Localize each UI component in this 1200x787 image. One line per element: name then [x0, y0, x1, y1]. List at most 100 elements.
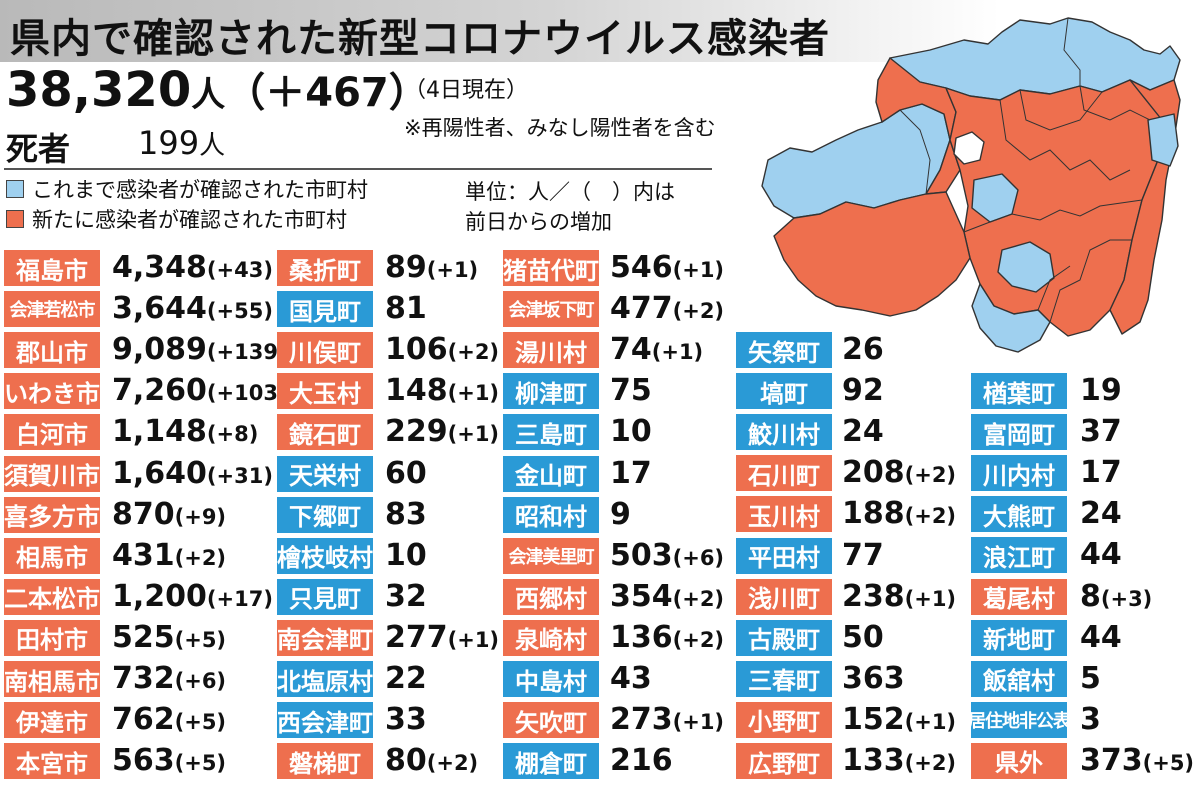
case-count: 106(+2)	[385, 332, 499, 368]
case-number: 363	[842, 660, 905, 696]
municipality-name: 金山町	[503, 455, 599, 492]
case-delta: (+139)	[206, 340, 288, 365]
municipality-name: 鮫川村	[736, 414, 832, 451]
case-count: 525(+5)	[112, 620, 226, 656]
total-cases: 38,320人（＋467）	[6, 66, 429, 114]
municipality-name: 須賀川市	[4, 455, 100, 492]
case-delta: (+8)	[206, 422, 259, 447]
municipality-name: 天栄村	[277, 455, 373, 492]
page-title: 県内で確認された新型コロナウイルス感染者	[10, 16, 830, 62]
case-delta: (+1)	[672, 258, 725, 282]
municipality-name: 三島町	[503, 414, 599, 451]
unit-note-line1: 単位：人／（ ）内は	[465, 180, 675, 204]
case-number: 133	[842, 743, 905, 778]
municipality-name: 国見町	[277, 291, 373, 328]
case-count: 1,640(+31)	[112, 456, 273, 492]
case-count: 373(+5)	[1080, 743, 1194, 779]
case-count: 75	[610, 373, 652, 409]
case-number: 33	[385, 702, 427, 738]
municipality-name: 川内村	[971, 455, 1067, 492]
case-number: 19	[1080, 373, 1122, 408]
map-region-blue-coast	[1147, 113, 1179, 167]
municipality-name: 相馬市	[4, 537, 100, 574]
case-delta: (+2)	[174, 545, 227, 570]
case-count: 4,348(+43)	[112, 250, 273, 286]
municipality-name: 中島村	[503, 661, 599, 697]
case-delta: (+5)	[174, 710, 227, 735]
case-delta: (+1)	[904, 586, 957, 611]
case-number: 229	[385, 414, 448, 450]
case-count: 363	[842, 661, 905, 697]
divider	[4, 168, 712, 170]
case-delta: (+2)	[672, 627, 725, 652]
case-count: 26	[842, 332, 884, 368]
municipality-name: 大玉村	[277, 373, 373, 410]
case-number: 1,640	[112, 455, 207, 491]
municipality-name: 県外	[971, 742, 1067, 779]
case-count: 563(+5)	[112, 743, 226, 779]
municipality-name: 棚倉町	[503, 743, 599, 780]
case-number: 870	[112, 496, 175, 532]
title-bar	[0, 0, 1000, 62]
case-count: 431(+2)	[112, 538, 226, 574]
municipality-name: 泉崎村	[503, 619, 599, 656]
case-count: 188(+2)	[842, 496, 956, 532]
case-count: 1,200(+17)	[112, 579, 273, 615]
municipality-name: 会津美里町	[503, 537, 599, 574]
municipality-name: 葛尾村	[971, 578, 1067, 615]
municipality-name: 南相馬市	[4, 661, 100, 697]
case-count: 5	[1080, 661, 1101, 697]
case-delta: (+6)	[174, 669, 227, 693]
case-number: 24	[842, 414, 884, 450]
map-region-blue-inland	[997, 241, 1055, 293]
case-number: 50	[842, 619, 884, 655]
case-number: 208	[842, 455, 905, 491]
case-count: 3	[1080, 702, 1101, 738]
municipality-name: 小野町	[736, 701, 832, 738]
case-number: 238	[842, 578, 905, 614]
map-region-red-southwest	[773, 191, 971, 317]
case-delta: (+2)	[904, 751, 957, 775]
case-delta: (+6)	[672, 545, 725, 570]
municipality-name: 富岡町	[971, 414, 1067, 451]
municipality-name: 柳津町	[503, 373, 599, 410]
case-count: 44	[1080, 620, 1122, 656]
case-count: 17	[610, 456, 652, 492]
case-count: 50	[842, 620, 884, 656]
case-delta: (+43)	[206, 258, 273, 282]
case-count: 24	[1080, 496, 1122, 532]
case-number: 92	[842, 373, 884, 409]
municipality-name: 昭和村	[503, 496, 599, 533]
case-count: 546(+1)	[610, 250, 724, 286]
case-number: 81	[385, 291, 427, 327]
unit-note-line2: 前日からの増加	[465, 210, 612, 234]
municipality-name: 喜多方市	[4, 496, 100, 533]
case-count: 44	[1080, 537, 1122, 573]
case-delta: (+2)	[672, 299, 725, 324]
case-number: 43	[610, 661, 652, 696]
case-count: 8(+3)	[1080, 579, 1152, 615]
case-number: 277	[385, 619, 448, 655]
case-number: 44	[1080, 619, 1122, 655]
municipality-name: 西会津町	[277, 702, 373, 739]
municipality-name: いわき市	[4, 373, 100, 410]
case-number: 477	[610, 291, 673, 327]
case-number: 8	[1080, 578, 1101, 614]
case-number: 3	[1080, 701, 1101, 737]
municipality-name: 玉川村	[736, 496, 832, 533]
case-count: 80(+2)	[385, 743, 478, 779]
case-count: 7,260(+103)	[112, 373, 288, 409]
case-number: 10	[385, 537, 427, 573]
case-number: 3,644	[112, 291, 207, 327]
case-number: 136	[610, 619, 673, 655]
municipality-name: 平田村	[736, 537, 832, 574]
case-count: 3,644(+55)	[112, 291, 273, 327]
case-number: 1,148	[112, 414, 207, 450]
case-number: 762	[112, 702, 175, 738]
case-number: 26	[842, 332, 884, 367]
municipality-name: 鏡石町	[277, 414, 373, 451]
municipality-name: 二本松市	[4, 578, 100, 615]
municipality-name: 福島市	[4, 250, 100, 286]
municipality-name: 飯舘村	[971, 660, 1067, 697]
case-number: 5	[1080, 660, 1101, 696]
